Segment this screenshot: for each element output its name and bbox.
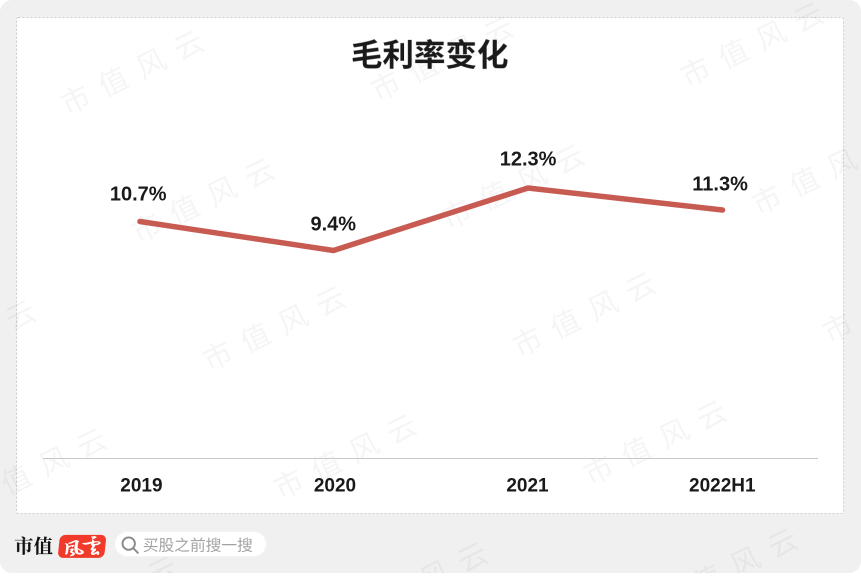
- svg-text:2022H1: 2022H1: [689, 476, 756, 497]
- svg-text:2020: 2020: [314, 476, 356, 497]
- svg-text:2021: 2021: [506, 476, 549, 497]
- svg-text:12.3%: 12.3%: [500, 149, 557, 171]
- svg-text:11.3%: 11.3%: [692, 174, 748, 196]
- svg-text:9.4%: 9.4%: [311, 214, 357, 236]
- svg-text:10.7%: 10.7%: [110, 184, 167, 206]
- svg-text:2019: 2019: [120, 476, 162, 497]
